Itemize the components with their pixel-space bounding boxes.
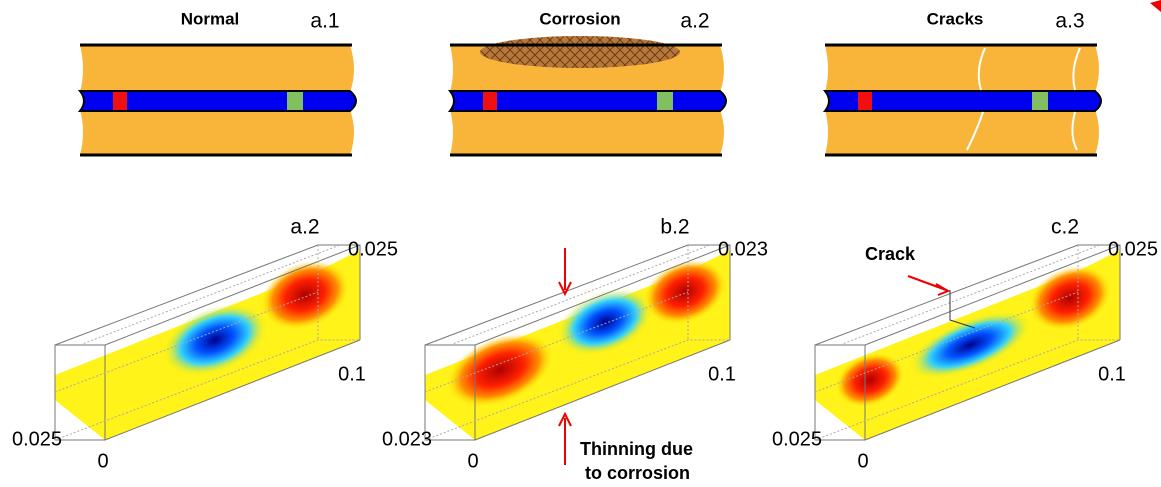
field-panel: b.2 0.023 0.1 0.023 0 Thinning due to corrosio…: [382, 216, 768, 483]
panel-label: a.1: [310, 10, 339, 33]
tick-label: 0.023: [718, 238, 768, 260]
panel-title: Corrosion: [539, 9, 620, 28]
panel-label: c.2: [1051, 216, 1079, 239]
corrosion-area: [480, 36, 680, 68]
corner-mark: [1150, 0, 1161, 12]
tick-label: 0.025: [1108, 238, 1158, 260]
panel-label: b.2: [660, 216, 689, 239]
sensor-red: [113, 92, 127, 110]
tick-label: 0: [857, 450, 868, 472]
sensor-green: [657, 92, 673, 110]
panel-label: a.2: [290, 216, 319, 239]
tick-label: 0: [467, 450, 478, 472]
tick-label: 0: [97, 450, 108, 472]
annotation: to corrosion: [585, 463, 690, 483]
tick-label: 0.1: [338, 363, 366, 385]
figure: Normal a.1 Corrosion a.2 Cracks a.3 a.2 0.025 0.…: [0, 0, 1161, 487]
annotation: Thinning due: [580, 439, 693, 459]
tick-label: 0.025: [772, 428, 822, 450]
panel-label: a.3: [1055, 10, 1084, 33]
tick-label: 0.025: [12, 428, 62, 450]
tick-label: 0.025: [348, 238, 398, 260]
tick-label: 0.023: [382, 428, 432, 450]
sensor-green: [287, 92, 303, 110]
arrow: [559, 248, 571, 294]
pipe-panel: Corrosion a.2: [450, 9, 726, 155]
field-panel: a.2 0.025 0.1 0.025 0: [12, 216, 398, 473]
field-panel: c.2 0.025 0.1 0.025 0 Crack: [772, 216, 1158, 473]
panel-label: a.2: [680, 10, 709, 33]
arrow: [908, 276, 948, 295]
panel-title: Cracks: [927, 9, 984, 28]
tick-label: 0.1: [708, 363, 736, 385]
sensor-green: [1032, 92, 1048, 110]
annotation: Crack: [865, 244, 916, 264]
arrow: [559, 414, 571, 465]
tick-label: 0.1: [1098, 363, 1126, 385]
pipe-panel: Normal a.1: [80, 9, 356, 155]
panel-title: Normal: [181, 9, 240, 28]
sensor-red: [858, 92, 872, 110]
sensor-red: [483, 92, 497, 110]
pipe-panel: Cracks a.3: [825, 9, 1101, 155]
